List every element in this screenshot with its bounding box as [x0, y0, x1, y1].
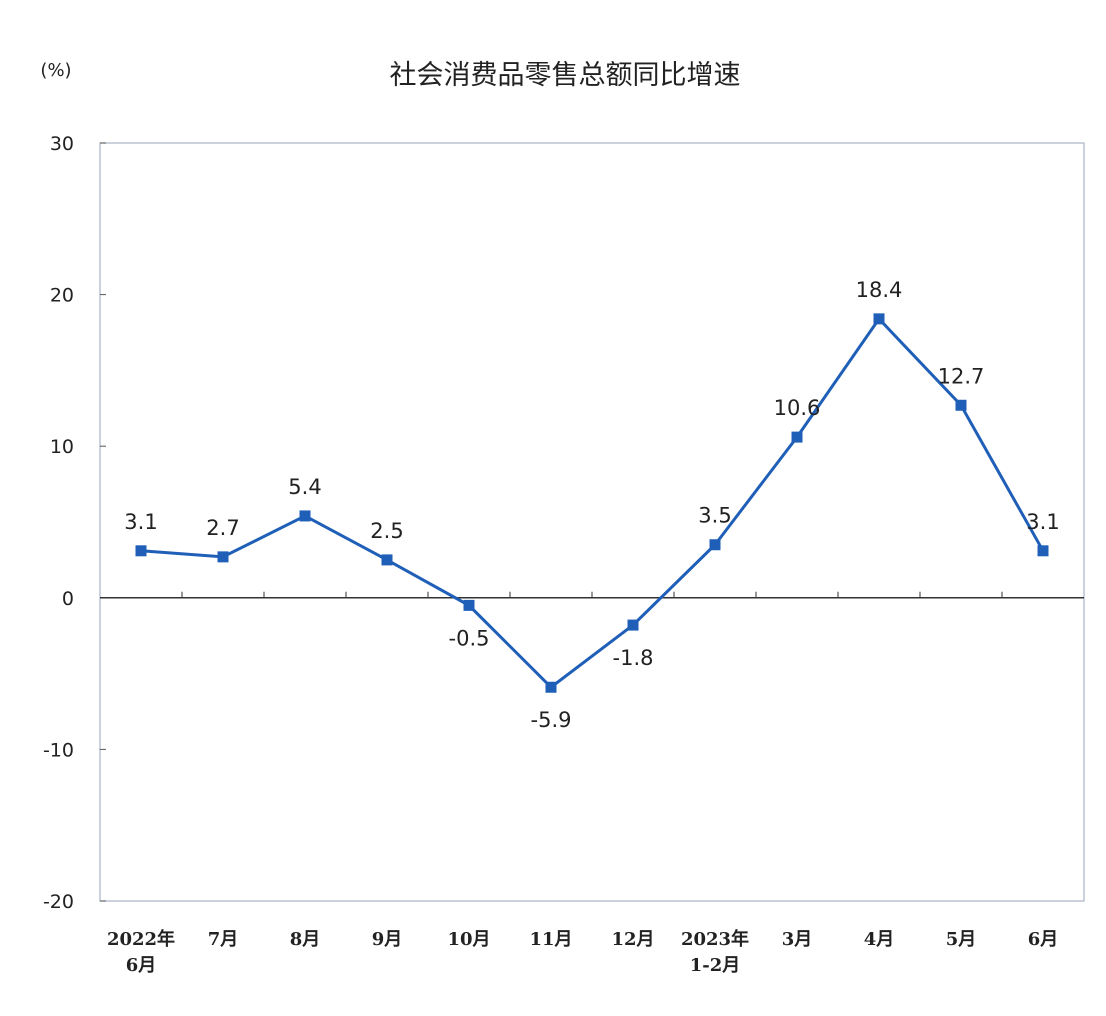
value-label: 3.1	[124, 510, 157, 534]
y-tick-label: 30	[50, 133, 74, 155]
value-label: 3.1	[1026, 510, 1059, 534]
value-label: 2.7	[206, 516, 239, 540]
data-point	[873, 313, 885, 325]
x-tick-label: 2023年 1-2月	[681, 928, 749, 976]
x-tick-label: 3月	[782, 929, 813, 950]
x-tick-label: 4月	[864, 929, 895, 950]
value-label: -5.9	[531, 708, 572, 732]
y-tick-label: 20	[50, 285, 74, 307]
data-point	[463, 599, 475, 611]
data-point	[627, 619, 639, 631]
data-point	[381, 554, 393, 566]
data-point	[709, 539, 721, 551]
x-tick-label: 5月	[946, 929, 977, 950]
data-point	[955, 399, 967, 411]
x-tick-label: 9月	[372, 929, 403, 950]
value-label: 3.5	[698, 504, 731, 528]
plot-frame	[99, 142, 1085, 902]
data-point	[217, 551, 229, 563]
x-tick-label: 8月	[290, 929, 321, 950]
y-tick-label: 0	[62, 588, 74, 610]
data-point	[1037, 545, 1049, 557]
value-label: -0.5	[449, 626, 490, 650]
value-label: 18.4	[856, 278, 903, 302]
x-tick-label: 7月	[208, 929, 239, 950]
y-tick-label: 10	[50, 436, 74, 458]
x-tick-label: 11月	[529, 929, 572, 950]
y-axis-unit: (%)	[40, 60, 71, 81]
value-label: 5.4	[288, 475, 321, 499]
x-tick-label: 2022年 6月	[107, 928, 175, 976]
data-point	[791, 431, 803, 443]
data-point	[135, 545, 147, 557]
chart-title: 社会消费品零售总额同比增速	[390, 60, 741, 91]
x-tick-label: 10月	[447, 929, 490, 950]
data-point	[299, 510, 311, 522]
data-point	[545, 681, 557, 693]
value-label: 12.7	[938, 364, 985, 388]
value-label: 2.5	[370, 519, 403, 543]
x-tick-label: 6月	[1028, 929, 1059, 950]
x-tick-label: 12月	[611, 929, 654, 950]
y-tick-label: -20	[43, 891, 74, 913]
value-label: -1.8	[613, 646, 654, 670]
y-tick-label: -10	[43, 739, 74, 761]
value-label: 10.6	[774, 396, 821, 420]
series-line	[140, 316, 1045, 690]
